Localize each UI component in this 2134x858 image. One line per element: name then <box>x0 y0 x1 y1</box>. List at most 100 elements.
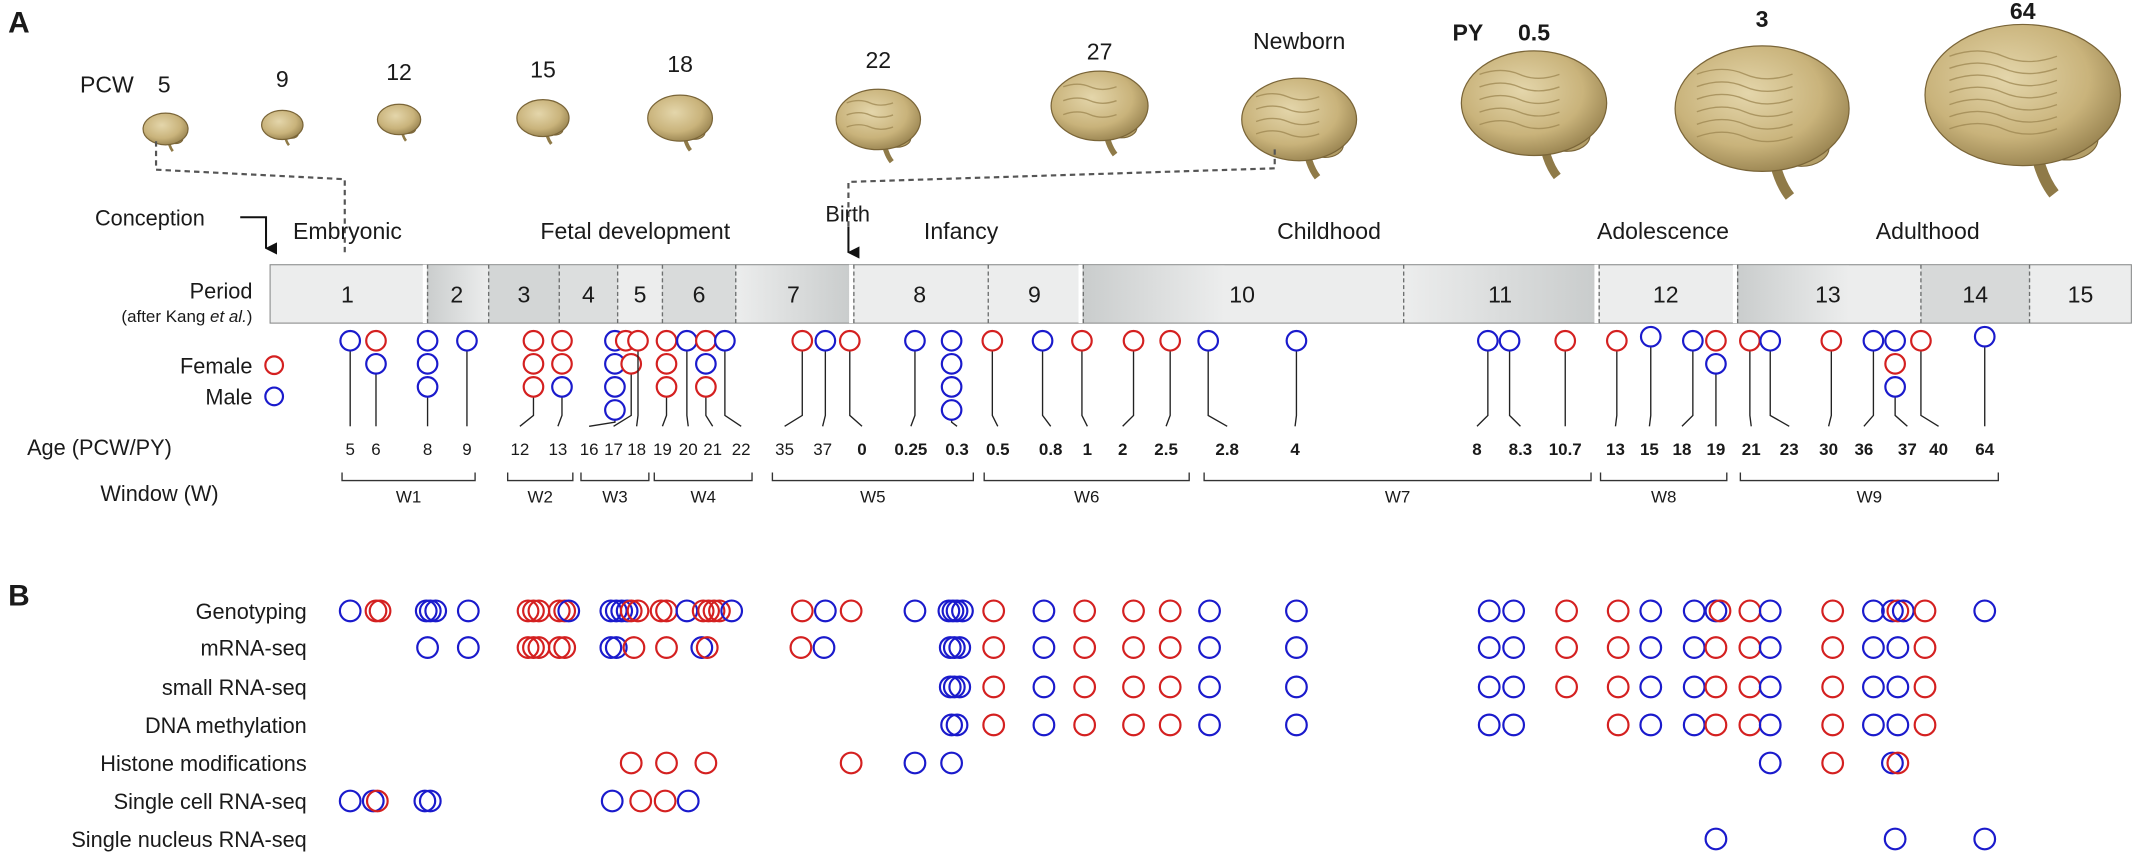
male-sample-marker <box>416 636 439 659</box>
female-donor-marker <box>1910 329 1932 352</box>
brain-cerebrum <box>142 112 189 146</box>
female-sample-marker <box>1122 675 1145 699</box>
female-sample-marker <box>1606 599 1630 623</box>
brain-stage-label: 3 <box>1756 6 1769 32</box>
donor-connector <box>1122 350 1135 427</box>
period-number: 6 <box>693 282 706 308</box>
age-label: 64 <box>1975 440 1994 459</box>
brain-stage-label: 5 <box>158 71 171 97</box>
dataset-label: mRNA-seq <box>201 636 307 661</box>
age-label: 21 <box>1742 440 1761 459</box>
female-sample-marker <box>1821 751 1845 775</box>
age-label: 18 <box>1673 440 1692 459</box>
donor-group <box>676 329 698 427</box>
donor-connector <box>1894 396 1908 427</box>
male-sample-marker <box>413 789 437 813</box>
conception-arrow <box>240 216 278 255</box>
window-label: W3 <box>602 487 627 506</box>
male-sample-marker <box>557 599 581 623</box>
donor-connector <box>519 396 535 427</box>
brain-cerebrum <box>647 94 714 142</box>
brain-stage-label: 22 <box>865 47 891 73</box>
male-donor-marker <box>1884 376 1906 398</box>
panel-b-label: B <box>8 579 30 612</box>
female-donor-marker <box>522 352 545 375</box>
period-number: 2 <box>450 282 463 308</box>
donor-group <box>1554 329 1577 427</box>
female-sample-marker <box>708 599 731 623</box>
male-donor-marker <box>1476 329 1499 352</box>
donor-connector <box>1920 350 1939 427</box>
period-number: 4 <box>582 282 595 308</box>
donor-group <box>904 329 926 427</box>
age-label: 8 <box>1472 440 1481 459</box>
male-sample-marker <box>1758 675 1782 699</box>
window-label: W2 <box>528 487 553 506</box>
female-sample-marker <box>653 789 677 813</box>
brain-cerebrum <box>376 103 422 136</box>
donor-group <box>1122 329 1145 427</box>
donor-connector <box>1827 350 1833 427</box>
window-bracket-line <box>983 472 1190 482</box>
stage-name: Adolescence <box>1597 218 1729 244</box>
age-label: 23 <box>1780 440 1799 459</box>
male-donor-marker <box>604 376 626 398</box>
brain-stage: 12 <box>376 59 422 142</box>
donor-group <box>1862 329 1885 427</box>
age-label: 19 <box>653 440 672 459</box>
female-donor-marker <box>655 352 678 375</box>
male-sample-marker <box>1758 751 1782 775</box>
female-sample-marker <box>522 636 545 659</box>
window-bracket: W5 <box>771 472 975 506</box>
donor-group <box>519 329 545 427</box>
window-bracket: W3 <box>580 472 650 506</box>
male-sample-marker <box>951 599 974 623</box>
age-label: 10.7 <box>1549 440 1582 459</box>
male-sample-marker <box>1682 599 1706 623</box>
male-donor-marker <box>1884 329 1906 352</box>
female-sample-marker <box>655 751 678 775</box>
age-label: 19 <box>1707 440 1726 459</box>
male-donor-marker <box>1498 329 1521 352</box>
donor-connector <box>1041 350 1052 427</box>
period-number: 1 <box>341 282 354 308</box>
donor-group <box>1973 325 1996 427</box>
donor-connector <box>1681 350 1694 427</box>
donor-group <box>981 329 1004 427</box>
male-sample-marker <box>1285 636 1308 659</box>
female-sample-marker <box>1073 599 1097 623</box>
donor-group <box>627 329 649 427</box>
male-sample-marker <box>1682 713 1706 737</box>
male-sample-marker <box>1973 827 1997 851</box>
female-donor-marker <box>1122 329 1145 352</box>
female-sample-marker <box>1738 675 1762 699</box>
age-label: 13 <box>1606 440 1625 459</box>
age-label: 35 <box>775 440 794 459</box>
female-sample-marker <box>1821 713 1845 737</box>
developmental-stages: Embryonic Fetal development Infancy Childho… <box>293 218 1980 244</box>
female-sample-marker <box>622 636 646 659</box>
male-sample-marker <box>675 599 699 623</box>
donor-connector <box>1863 350 1875 427</box>
age-label: 30 <box>1819 440 1838 459</box>
brain-gyri <box>1949 50 2058 135</box>
female-donor-marker <box>981 329 1004 352</box>
donor-group <box>814 329 837 427</box>
male-sample-marker <box>600 789 624 813</box>
donor-group <box>1820 329 1843 427</box>
male-donor-marker <box>416 376 439 398</box>
period-number: 10 <box>1229 282 1255 308</box>
male-sample-marker <box>942 636 966 659</box>
legend-female-marker <box>264 355 285 376</box>
birth-label: Birth <box>825 201 870 226</box>
donor-group <box>1705 329 1727 427</box>
donor-group <box>838 329 863 427</box>
male-sample-marker <box>1704 827 1728 851</box>
dataset-matrix: Genotyping mRNA-seq small RNA-seq DNA methy… <box>71 599 1997 852</box>
female-sample-marker <box>1704 675 1728 699</box>
male-sample-marker <box>1862 636 1885 659</box>
male-donor-marker <box>1759 329 1782 352</box>
female-sample-marker <box>1738 713 1762 737</box>
donor-group <box>1285 329 1308 427</box>
male-sample-marker <box>1883 827 1907 851</box>
